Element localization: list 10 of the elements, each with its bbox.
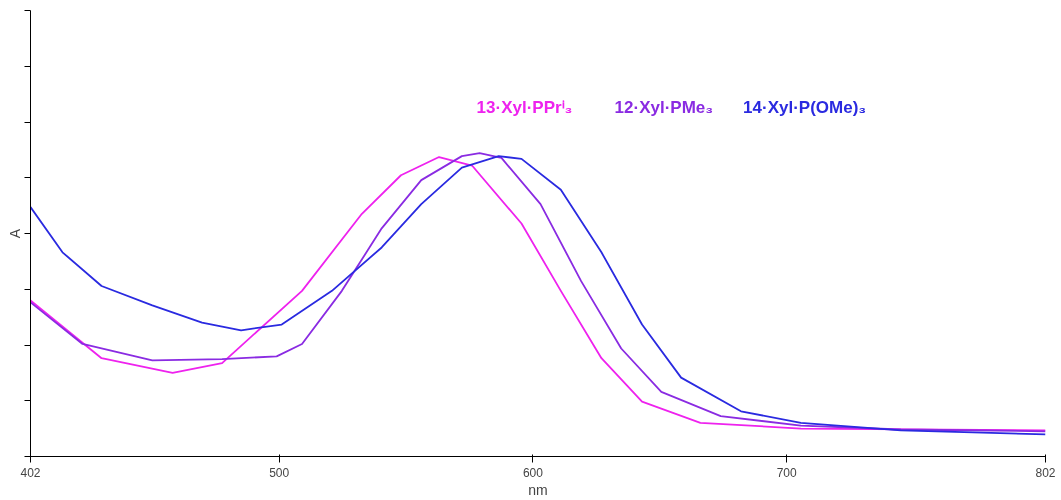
- x-axis-title: nm: [528, 481, 548, 498]
- x-tick-label: 402: [20, 465, 41, 480]
- text: 12·Xyl·PMe₃: [614, 97, 714, 117]
- x-tick-label: 802: [1035, 465, 1056, 480]
- x-tick-label: 700: [776, 465, 798, 480]
- x-tick-label: 500: [269, 465, 290, 480]
- x-tick-label: 600: [522, 465, 544, 480]
- text: 14·Xyl·P(OMe)₃: [743, 97, 867, 117]
- y-axis-title: A: [6, 228, 23, 239]
- text: 13·Xyl·PPrⁱ₃: [476, 97, 573, 117]
